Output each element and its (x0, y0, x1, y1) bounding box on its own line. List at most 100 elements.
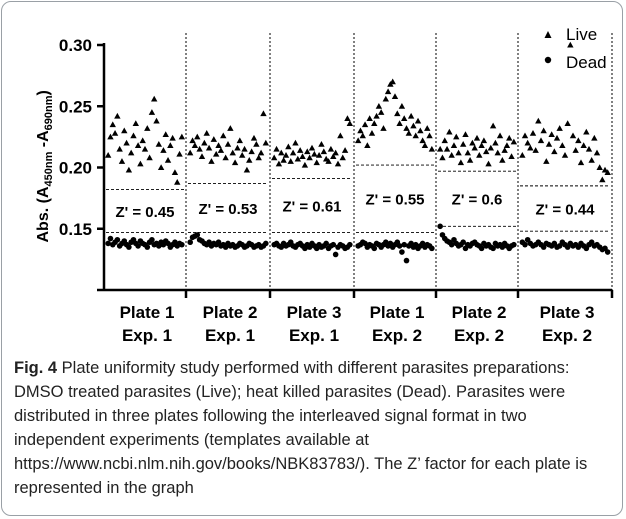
live-point (104, 152, 112, 158)
live-point (250, 134, 258, 141)
live-point (311, 150, 318, 157)
live-point (280, 156, 287, 163)
live-point (389, 78, 396, 85)
live-point (455, 149, 462, 156)
live-point (346, 120, 354, 126)
dead-point (399, 249, 405, 255)
live-point (436, 145, 444, 152)
live-point (496, 132, 504, 139)
live-point (508, 153, 515, 160)
live-point (368, 130, 376, 136)
live-point (410, 122, 417, 129)
live-point (407, 112, 415, 119)
live-point (521, 132, 529, 139)
live-point (308, 144, 316, 151)
live-point (478, 142, 485, 149)
live-point (260, 110, 267, 117)
live-point (146, 154, 153, 161)
live-point (191, 142, 199, 149)
dead-point (396, 243, 403, 249)
live-point (234, 144, 241, 151)
live-point (396, 120, 403, 126)
live-point (164, 156, 172, 163)
live-point (241, 145, 248, 152)
figure-caption: Fig. 4 Plate uniformity study performed … (14, 356, 614, 500)
live-point (125, 166, 133, 173)
live-point (155, 141, 163, 147)
dead-point (511, 241, 517, 248)
live-point (469, 139, 476, 146)
x-category-label: Exp. 1 (122, 326, 172, 345)
live-point (205, 144, 213, 151)
dead-point (144, 244, 151, 250)
live-point (394, 110, 401, 117)
live-point (236, 137, 244, 144)
live-point (492, 139, 499, 146)
dead-point (187, 239, 193, 246)
live-point (417, 127, 424, 134)
live-point (313, 159, 320, 166)
live-point (217, 147, 225, 153)
live-point (210, 136, 218, 142)
dead-point (460, 239, 466, 246)
live-point (257, 149, 265, 156)
dead-point (371, 245, 378, 252)
live-point (153, 117, 160, 124)
dead-point (347, 241, 353, 248)
dead-point (429, 245, 435, 252)
live-point (118, 158, 126, 164)
live-point (577, 159, 585, 166)
live-point (357, 127, 364, 134)
legend-live-label: Live (566, 25, 597, 44)
live-point (130, 132, 137, 139)
live-point (292, 139, 299, 146)
dead-point (263, 240, 269, 247)
live-point (601, 166, 609, 173)
live-point (262, 139, 270, 146)
live-point (178, 133, 186, 140)
live-point (527, 144, 534, 151)
live-point (306, 154, 313, 161)
dead-point (448, 241, 455, 248)
live-point (487, 144, 495, 151)
live-point (231, 159, 239, 166)
live-point (229, 149, 236, 156)
live-point (564, 120, 571, 126)
live-point (459, 141, 467, 147)
live-point (569, 132, 577, 139)
dead-point (323, 240, 329, 247)
live-point (141, 145, 149, 152)
dead-point (332, 251, 339, 258)
dead-point (149, 236, 155, 243)
live-point (224, 141, 232, 147)
live-point (296, 147, 304, 153)
live-point (167, 142, 174, 149)
live-point (462, 131, 469, 137)
live-point (591, 134, 598, 141)
axes (97, 33, 614, 298)
live-point (301, 161, 309, 168)
dead-point (437, 223, 443, 230)
live-point (473, 134, 481, 141)
live-point (464, 149, 471, 156)
live-point (285, 143, 292, 150)
live-point (457, 159, 465, 166)
live-point (361, 121, 369, 128)
dead-point (135, 243, 141, 249)
live-point (212, 150, 220, 157)
live-point (540, 127, 547, 134)
live-point (255, 154, 262, 161)
live-point (243, 166, 251, 173)
live-point (344, 115, 351, 122)
live-point (499, 156, 506, 163)
live-point (553, 134, 561, 141)
live-point (132, 120, 139, 126)
live-point (371, 120, 378, 126)
z-factor-label: Z' = 0.44 (535, 202, 595, 219)
live-point (364, 142, 371, 149)
live-point (270, 154, 278, 161)
caption-label: Fig. 4 (14, 359, 58, 377)
live-point (366, 115, 373, 122)
live-point (428, 145, 436, 152)
x-category-label: Exp. 1 (289, 326, 339, 345)
